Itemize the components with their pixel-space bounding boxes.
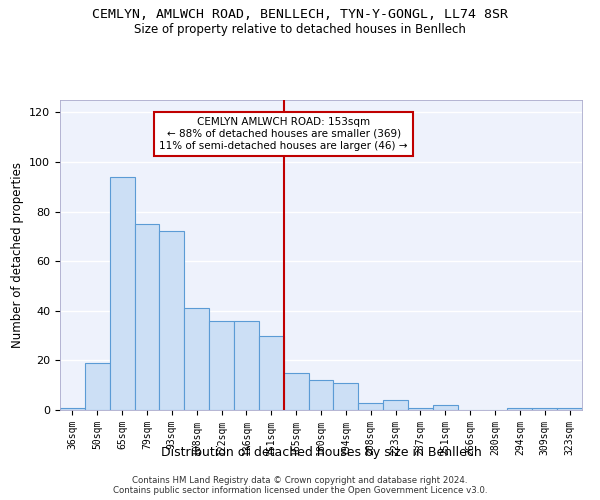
Text: CEMLYN AMLWCH ROAD: 153sqm
← 88% of detached houses are smaller (369)
11% of sem: CEMLYN AMLWCH ROAD: 153sqm ← 88% of deta… <box>160 118 408 150</box>
Text: CEMLYN, AMLWCH ROAD, BENLLECH, TYN-Y-GONGL, LL74 8SR: CEMLYN, AMLWCH ROAD, BENLLECH, TYN-Y-GON… <box>92 8 508 20</box>
Bar <box>209 320 234 410</box>
Bar <box>508 408 532 410</box>
Bar <box>60 408 85 410</box>
Bar <box>160 232 184 410</box>
Bar <box>557 408 582 410</box>
Bar <box>408 408 433 410</box>
Bar <box>532 408 557 410</box>
Bar <box>383 400 408 410</box>
Bar <box>85 363 110 410</box>
Text: Distribution of detached houses by size in Benllech: Distribution of detached houses by size … <box>161 446 481 459</box>
Bar <box>184 308 209 410</box>
Bar <box>334 382 358 410</box>
Bar <box>308 380 334 410</box>
Bar <box>134 224 160 410</box>
Text: Size of property relative to detached houses in Benllech: Size of property relative to detached ho… <box>134 22 466 36</box>
Y-axis label: Number of detached properties: Number of detached properties <box>11 162 23 348</box>
Text: Contains HM Land Registry data © Crown copyright and database right 2024.
Contai: Contains HM Land Registry data © Crown c… <box>113 476 487 495</box>
Bar <box>259 336 284 410</box>
Bar <box>284 373 308 410</box>
Bar <box>110 177 134 410</box>
Bar <box>234 320 259 410</box>
Bar <box>358 402 383 410</box>
Bar <box>433 405 458 410</box>
